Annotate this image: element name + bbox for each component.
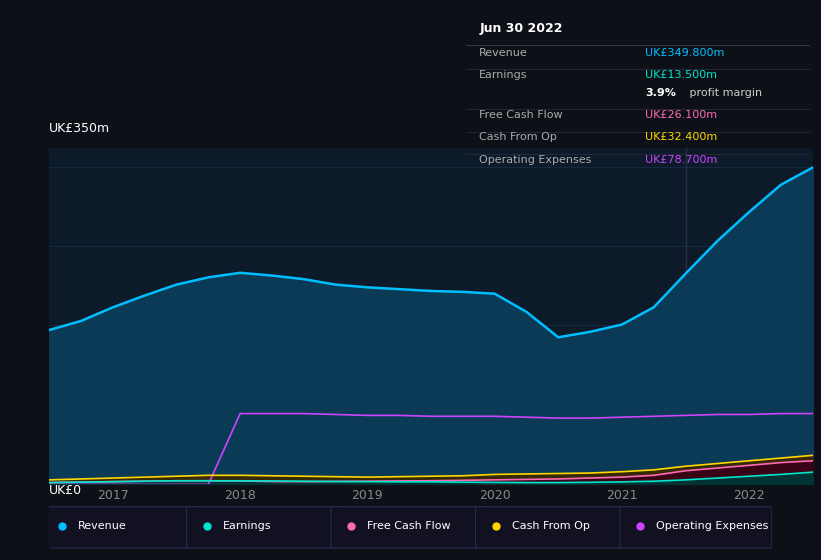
Text: UK£0: UK£0 bbox=[49, 484, 82, 497]
FancyBboxPatch shape bbox=[475, 507, 627, 548]
Text: profit margin: profit margin bbox=[686, 88, 763, 98]
Text: Operating Expenses: Operating Expenses bbox=[479, 155, 592, 165]
Text: UK£349.800m: UK£349.800m bbox=[644, 48, 724, 58]
FancyBboxPatch shape bbox=[620, 507, 772, 548]
FancyBboxPatch shape bbox=[331, 507, 483, 548]
FancyBboxPatch shape bbox=[42, 507, 194, 548]
FancyBboxPatch shape bbox=[186, 507, 338, 548]
Text: UK£350m: UK£350m bbox=[49, 122, 110, 135]
Text: Revenue: Revenue bbox=[479, 48, 528, 58]
Text: Cash From Op: Cash From Op bbox=[511, 521, 589, 531]
Text: Operating Expenses: Operating Expenses bbox=[656, 521, 768, 531]
Text: Free Cash Flow: Free Cash Flow bbox=[367, 521, 451, 531]
Text: Cash From Op: Cash From Op bbox=[479, 133, 557, 142]
Text: Earnings: Earnings bbox=[479, 70, 528, 80]
Text: 3.9%: 3.9% bbox=[644, 88, 676, 98]
Text: UK£32.400m: UK£32.400m bbox=[644, 133, 717, 142]
Text: UK£13.500m: UK£13.500m bbox=[644, 70, 717, 80]
Text: Earnings: Earnings bbox=[222, 521, 271, 531]
Text: Revenue: Revenue bbox=[78, 521, 127, 531]
Text: UK£26.100m: UK£26.100m bbox=[644, 110, 717, 120]
Text: Free Cash Flow: Free Cash Flow bbox=[479, 110, 563, 120]
Text: Jun 30 2022: Jun 30 2022 bbox=[479, 22, 563, 35]
Text: UK£78.700m: UK£78.700m bbox=[644, 155, 718, 165]
